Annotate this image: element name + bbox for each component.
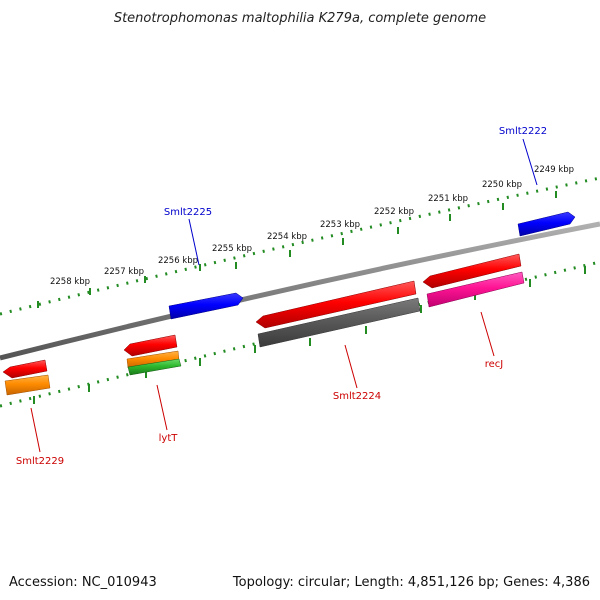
tick-label-2252: 2252 kbp — [374, 207, 414, 217]
tick-label-2258: 2258 kbp — [50, 277, 90, 287]
gene-feature-recj[interactable] — [422, 253, 522, 289]
gene-label-smlt2229[interactable]: Smlt2229 — [16, 456, 64, 467]
gene-label-smlt2225[interactable]: Smlt2225 — [164, 207, 212, 218]
leader-smlt2229 — [30, 407, 41, 453]
tick-label-2251: 2251 kbp — [428, 194, 468, 204]
gene-label-smlt2224[interactable]: Smlt2224 — [333, 391, 381, 402]
gene-label-recj[interactable]: recJ — [485, 359, 504, 370]
leader-smlt2225 — [188, 218, 200, 266]
gene-feature-lytt-green[interactable] — [127, 358, 182, 376]
tick-label-2253: 2253 kbp — [320, 220, 360, 230]
tick-label-2249: 2249 kbp — [534, 165, 574, 175]
tick-label-2256: 2256 kbp — [158, 256, 198, 266]
gene-feature-smlt2224-track[interactable] — [257, 297, 421, 348]
gene-label-smlt2222[interactable]: Smlt2222 — [499, 126, 547, 137]
gene-feature-smlt2222[interactable] — [517, 211, 576, 237]
tick-label-2254: 2254 kbp — [267, 232, 307, 242]
gene-feature-smlt2224[interactable] — [255, 280, 417, 329]
map-title: Stenotrophomonas maltophilia K279a, comp… — [114, 11, 486, 26]
leader-recj — [480, 311, 495, 357]
gene-feature-lytt[interactable] — [123, 334, 178, 357]
tick-label-2255: 2255 kbp — [212, 244, 252, 254]
gene-feature-smlt2229[interactable] — [2, 359, 48, 379]
outer-major-ticks — [37, 191, 557, 308]
tick-label-2250: 2250 kbp — [482, 180, 522, 190]
tick-label-2257: 2257 kbp — [104, 267, 144, 277]
gene-feature-smlt2225[interactable] — [168, 292, 244, 320]
accession-text: Accession: NC_010943 — [9, 575, 157, 590]
leader-lytt — [156, 384, 168, 431]
gene-feature-smlt2229-orange[interactable] — [4, 374, 51, 396]
gene-label-lytt[interactable]: lytT — [159, 433, 179, 444]
inner-major-ticks — [33, 266, 586, 404]
leader-smlt2224 — [344, 344, 358, 389]
leader-smlt2222 — [522, 138, 538, 186]
gene-feature-recj-track[interactable] — [426, 271, 525, 308]
genome-backbone — [0, 221, 600, 361]
genome-stats-text: Topology: circular; Length: 4,851,126 bp… — [232, 575, 590, 590]
